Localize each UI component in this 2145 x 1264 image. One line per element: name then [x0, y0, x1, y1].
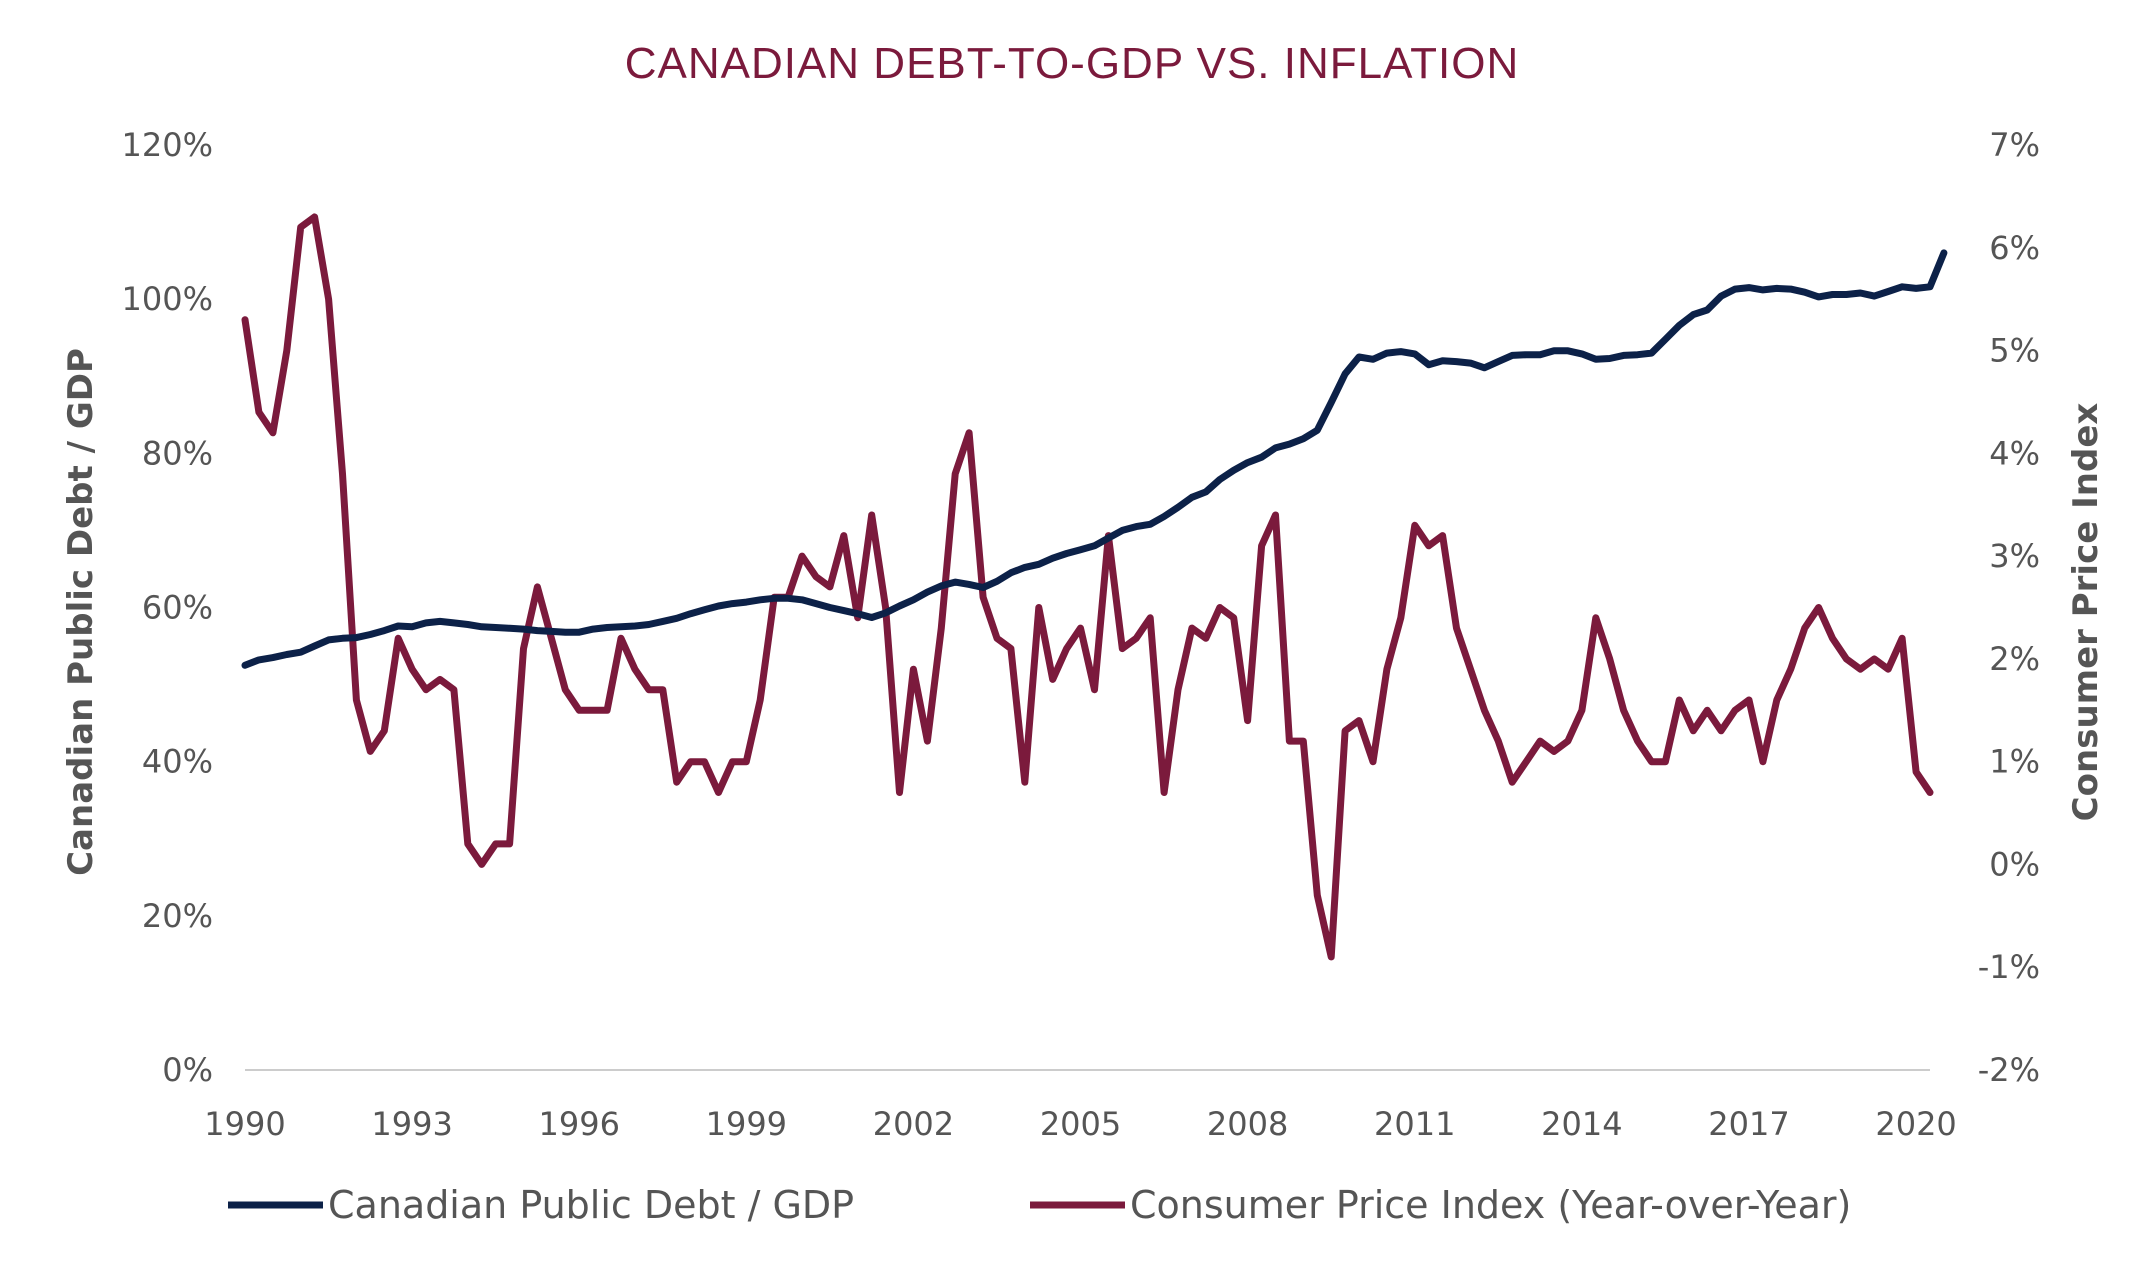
- series-line-debt: [241, 249, 1948, 669]
- y-right-tick-label: -2%: [1978, 1051, 2040, 1089]
- x-tick-label: 2005: [1040, 1105, 1121, 1143]
- y-right-tick-label: -1%: [1978, 948, 2040, 986]
- y-right-tick-label: 0%: [1989, 845, 2040, 883]
- series-line-cpi: [241, 213, 1934, 961]
- legend-label-debt: Canadian Public Debt / GDP: [328, 1183, 854, 1227]
- y-axis-right-title: Consumer Price Index: [2066, 403, 2106, 822]
- x-tick-label: 2011: [1374, 1105, 1455, 1143]
- x-tick-label: 2014: [1541, 1105, 1622, 1143]
- y-left-tick-label: 60%: [142, 589, 213, 627]
- series-lines: [241, 213, 1948, 961]
- y-right-tick-label: 5%: [1989, 332, 2040, 370]
- x-tick-label: 2017: [1708, 1105, 1789, 1143]
- y-left-tick-label: 40%: [142, 743, 213, 781]
- y-left-tick-label: 100%: [122, 280, 213, 318]
- y-left-tick-label: 20%: [142, 897, 213, 935]
- y-right-tick-label: 7%: [1989, 126, 2040, 164]
- x-axis-ticks: 1990 1993 1996 1999 2002 2005 2008 2011 2014 2017…: [204, 1105, 1957, 1143]
- y-right-tick-label: 1%: [1989, 743, 2040, 781]
- x-tick-label: 1993: [371, 1105, 452, 1143]
- y-left-tick-label: 120%: [122, 126, 213, 164]
- y-right-tick-label: 3%: [1989, 537, 2040, 575]
- y-left-tick-label: 0%: [162, 1051, 213, 1089]
- x-tick-label: 1999: [706, 1105, 787, 1143]
- y-right-tick-label: 4%: [1989, 434, 2040, 472]
- y-axis-left-title: Canadian Public Debt / GDP: [61, 348, 101, 876]
- y-right-tick-label: 6%: [1989, 229, 2040, 267]
- y-right-tick-label: 2%: [1989, 640, 2040, 678]
- x-tick-label: 2020: [1875, 1105, 1956, 1143]
- x-tick-label: 1996: [538, 1105, 619, 1143]
- y-left-tick-label: 80%: [142, 434, 213, 472]
- y-axis-right-ticks: -2% -1% 0% 1% 2% 3% 4% 5% 6% 7%: [1978, 126, 2040, 1089]
- x-tick-label: 1990: [204, 1105, 285, 1143]
- legend-label-cpi: Consumer Price Index (Year-over-Year): [1130, 1183, 1851, 1227]
- x-tick-label: 2008: [1207, 1105, 1288, 1143]
- legend: Canadian Public Debt / GDP Consumer Pric…: [228, 1183, 1851, 1227]
- x-tick-label: 2002: [873, 1105, 954, 1143]
- y-axis-left-ticks: 0% 20% 40% 60% 80% 100% 120%: [122, 126, 213, 1089]
- chart-title: CANADIAN DEBT-TO-GDP VS. INFLATION: [625, 39, 1520, 88]
